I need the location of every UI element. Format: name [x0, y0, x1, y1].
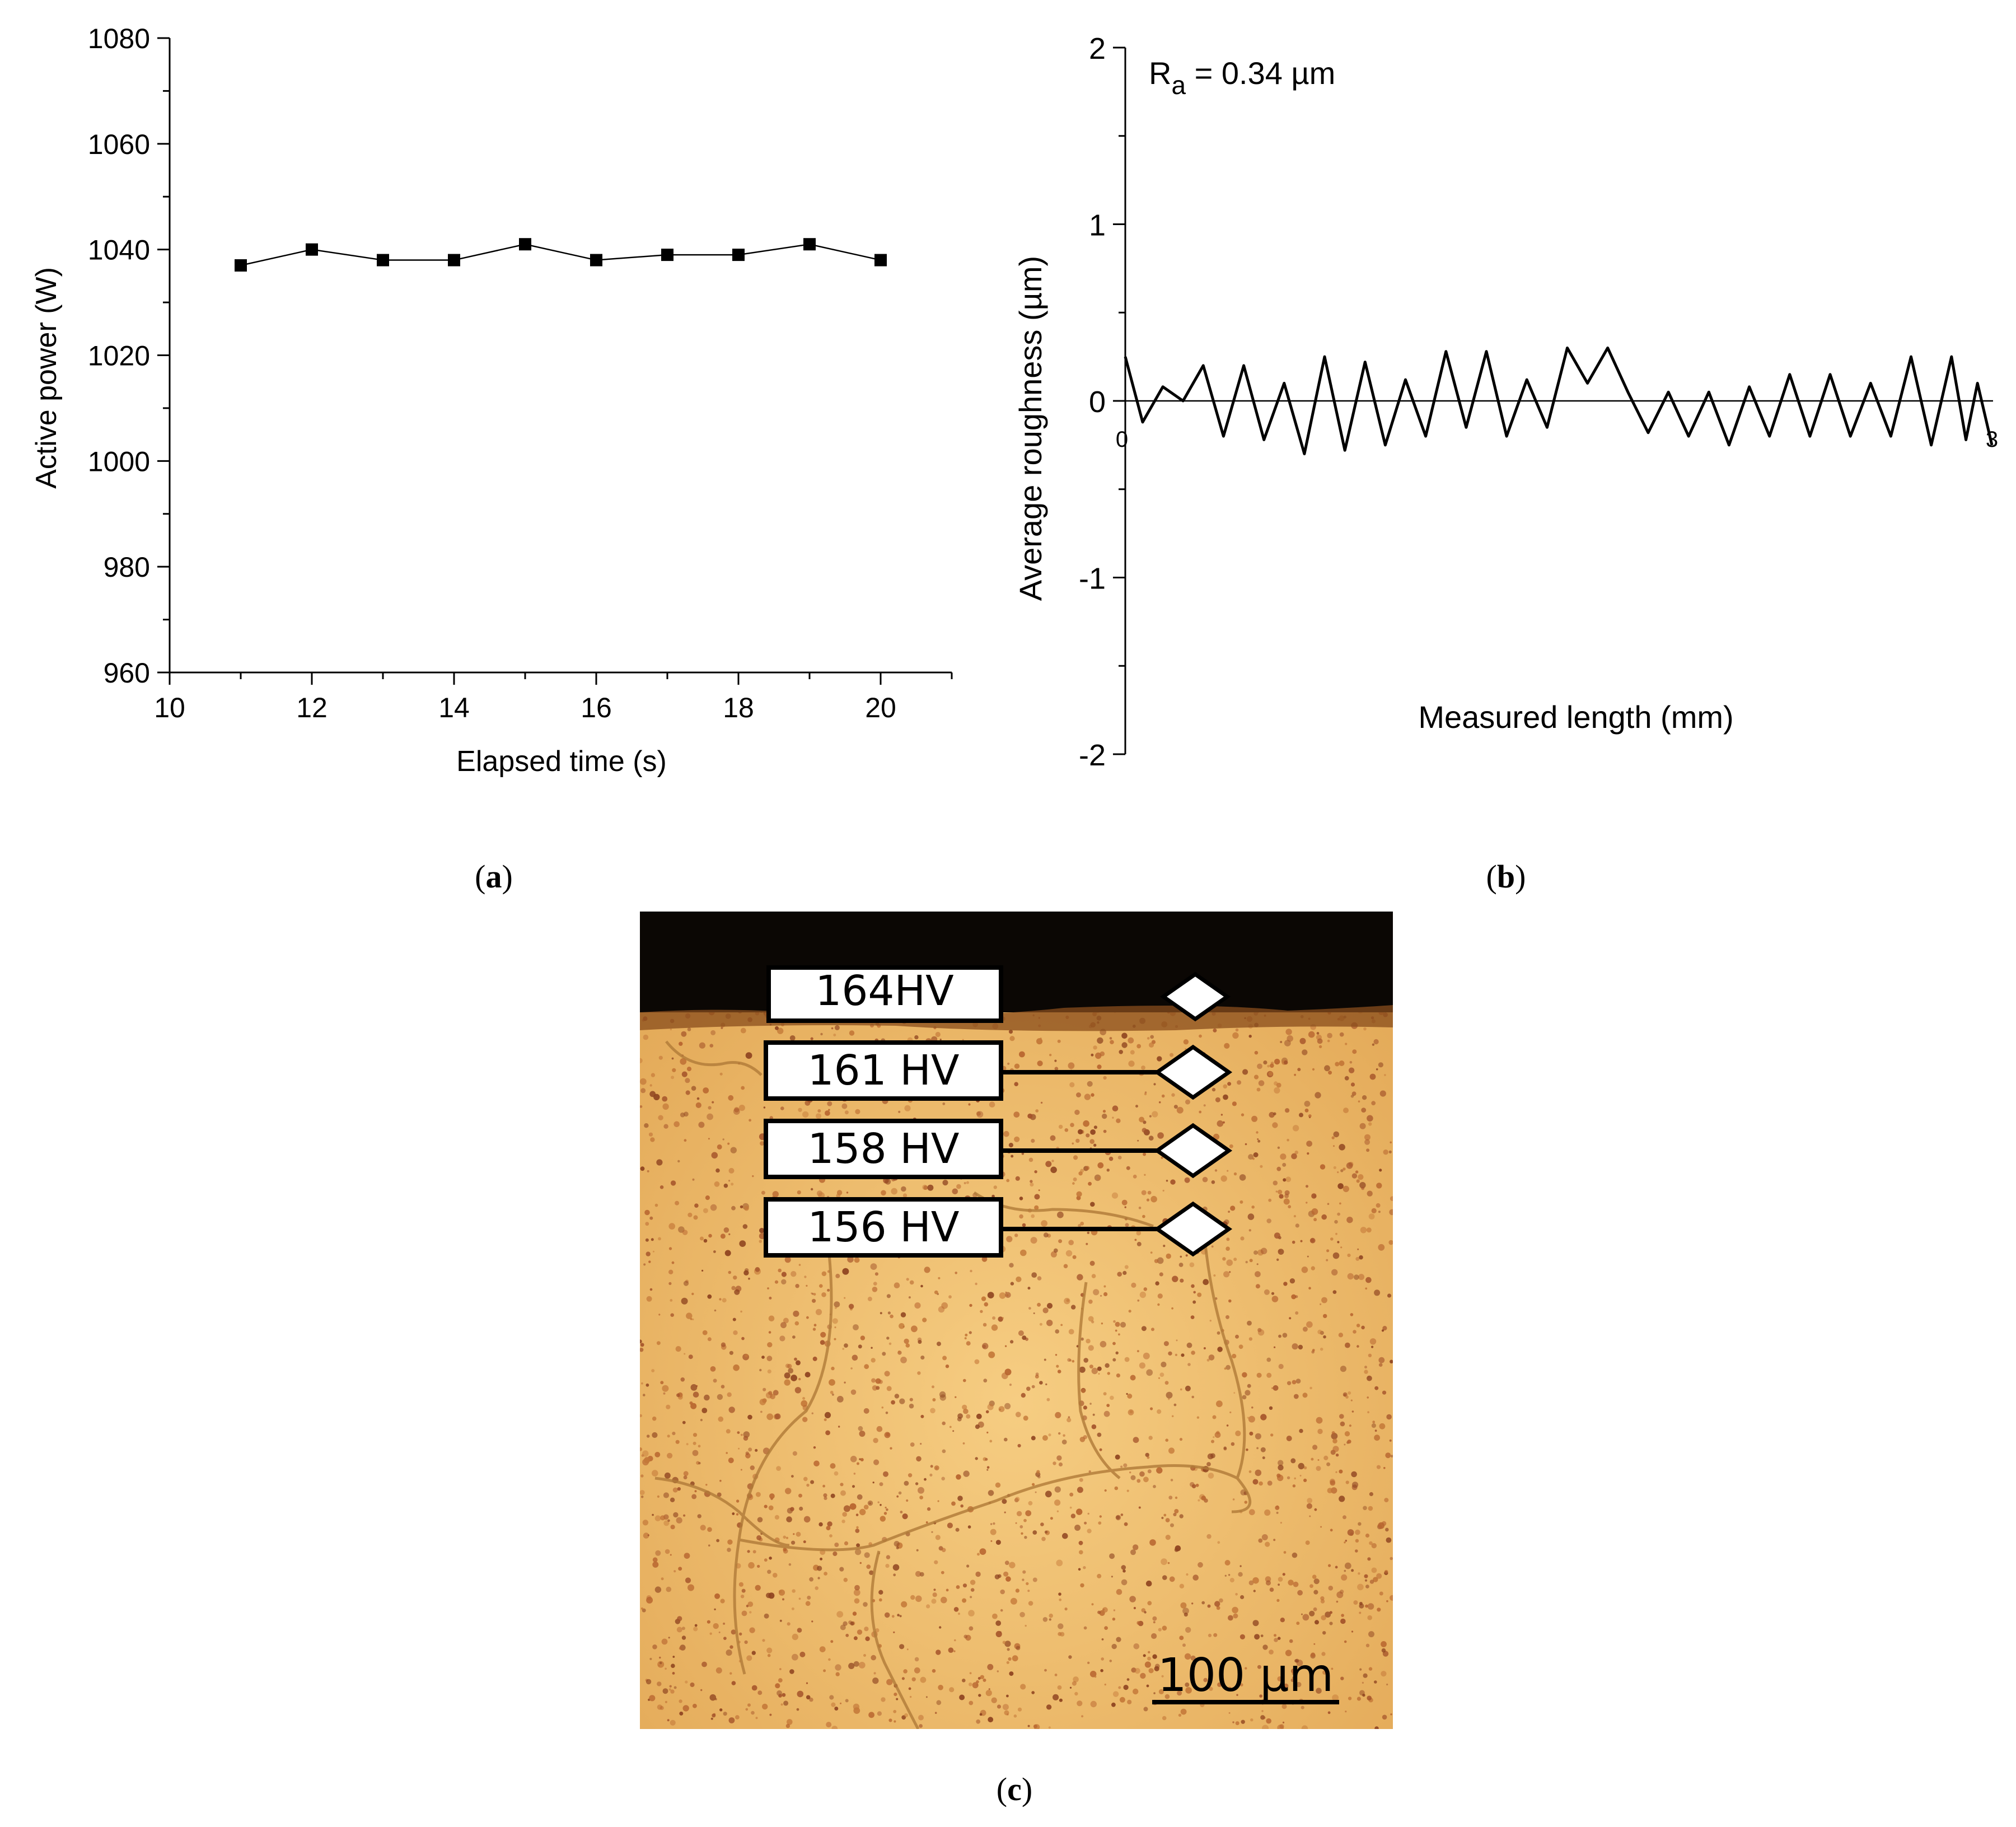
chart-a-point	[377, 254, 389, 267]
panel-label-a: (a)	[475, 858, 513, 895]
chart-b-ytick-label: -1	[1079, 562, 1106, 596]
chart-b-xlabel: Measured length (mm)	[1418, 699, 1733, 735]
chart-b-y-ticks: -2 -1 0 1 2	[1079, 32, 1125, 772]
chart-b-ylabel: Average roughness (µm)	[1013, 256, 1048, 601]
chart-a-ytick-label: 1040	[88, 235, 150, 266]
chart-a-xtick-label: 10	[154, 692, 185, 723]
chart-a-xlabel: Elapsed time (s)	[456, 745, 667, 778]
chart-a-xtick-label: 16	[581, 692, 612, 723]
chart-b-xtick-start: 0	[1116, 427, 1128, 452]
scale-bar: 100 µm	[1152, 1649, 1339, 1704]
svg-text:164HV: 164HV	[815, 967, 954, 1015]
chart-b-ytick-label: 1	[1089, 209, 1106, 242]
chart-a-point	[661, 249, 673, 261]
hardness-label-4: 156 HV	[764, 1197, 1003, 1258]
chart-a-ytick-label: 1000	[88, 446, 150, 477]
micrograph: 164HV 161 HV 158 HV 156 HV 100 µm (c)	[640, 912, 1393, 1807]
chart-a-series-line	[240, 243, 881, 267]
indent-marker-4	[1001, 1201, 1233, 1257]
micrograph-surface-dark	[640, 912, 1393, 1012]
chart-a-xtick-label: 20	[865, 692, 896, 723]
chart-a-ytick-label: 980	[104, 552, 150, 583]
chart-b-annotation: Ra = 0.34 µm	[1149, 55, 1335, 100]
chart-a-x-ticks: 10 12 14 16 18 20	[154, 672, 953, 723]
chart-a-ytick-label: 960	[104, 657, 150, 689]
micrograph-metal-background	[640, 912, 1393, 1729]
chart-a-xtick-label: 14	[438, 692, 470, 723]
chart-a-point	[519, 238, 531, 251]
panel-label-c: (c)	[997, 1771, 1032, 1807]
chart-a-point	[306, 243, 318, 256]
chart-a-xtick-label: 18	[723, 692, 754, 723]
chart-b-ytick-label: 0	[1089, 385, 1106, 419]
chart-a-point	[874, 254, 887, 267]
hardness-label-3: 158 HV	[764, 1119, 1003, 1179]
indent-marker-3	[1001, 1123, 1233, 1179]
chart-a-points	[235, 238, 887, 272]
chart-a-point	[590, 254, 602, 267]
hardness-label-2: 161 HV	[764, 1040, 1003, 1101]
indent-marker-2	[1001, 1044, 1233, 1100]
indent-marker-1	[1159, 971, 1231, 1022]
chart-a-ytick-label: 1080	[88, 23, 150, 54]
chart-a-point	[448, 254, 460, 267]
chart-a-ytick-label: 1060	[88, 129, 150, 160]
svg-text:100 µm: 100 µm	[1158, 1649, 1334, 1702]
micrograph-speckles	[640, 1005, 1393, 1729]
chart-a-xtick-label: 12	[296, 692, 328, 723]
svg-text:156 HV: 156 HV	[807, 1203, 959, 1251]
chart-a-ylabel: Active power (W)	[30, 267, 63, 489]
hardness-label-1: 164HV	[766, 965, 1003, 1023]
chart-a-point	[235, 259, 247, 272]
panel-label-b: (b)	[1486, 858, 1526, 895]
svg-text:158 HV: 158 HV	[807, 1125, 959, 1173]
chart-a-point	[732, 249, 745, 261]
chart-a-point	[803, 238, 816, 251]
chart-b-ytick-label: -2	[1079, 739, 1106, 772]
chart-a-y-ticks: 960 980 1000 1020 1040 1060 1080	[88, 23, 170, 689]
svg-text:161 HV: 161 HV	[807, 1046, 959, 1095]
chart-b-ytick-label: 2	[1089, 32, 1106, 66]
chart-b-series-line	[1124, 346, 1994, 456]
chart-a-ytick-label: 1020	[88, 340, 150, 372]
